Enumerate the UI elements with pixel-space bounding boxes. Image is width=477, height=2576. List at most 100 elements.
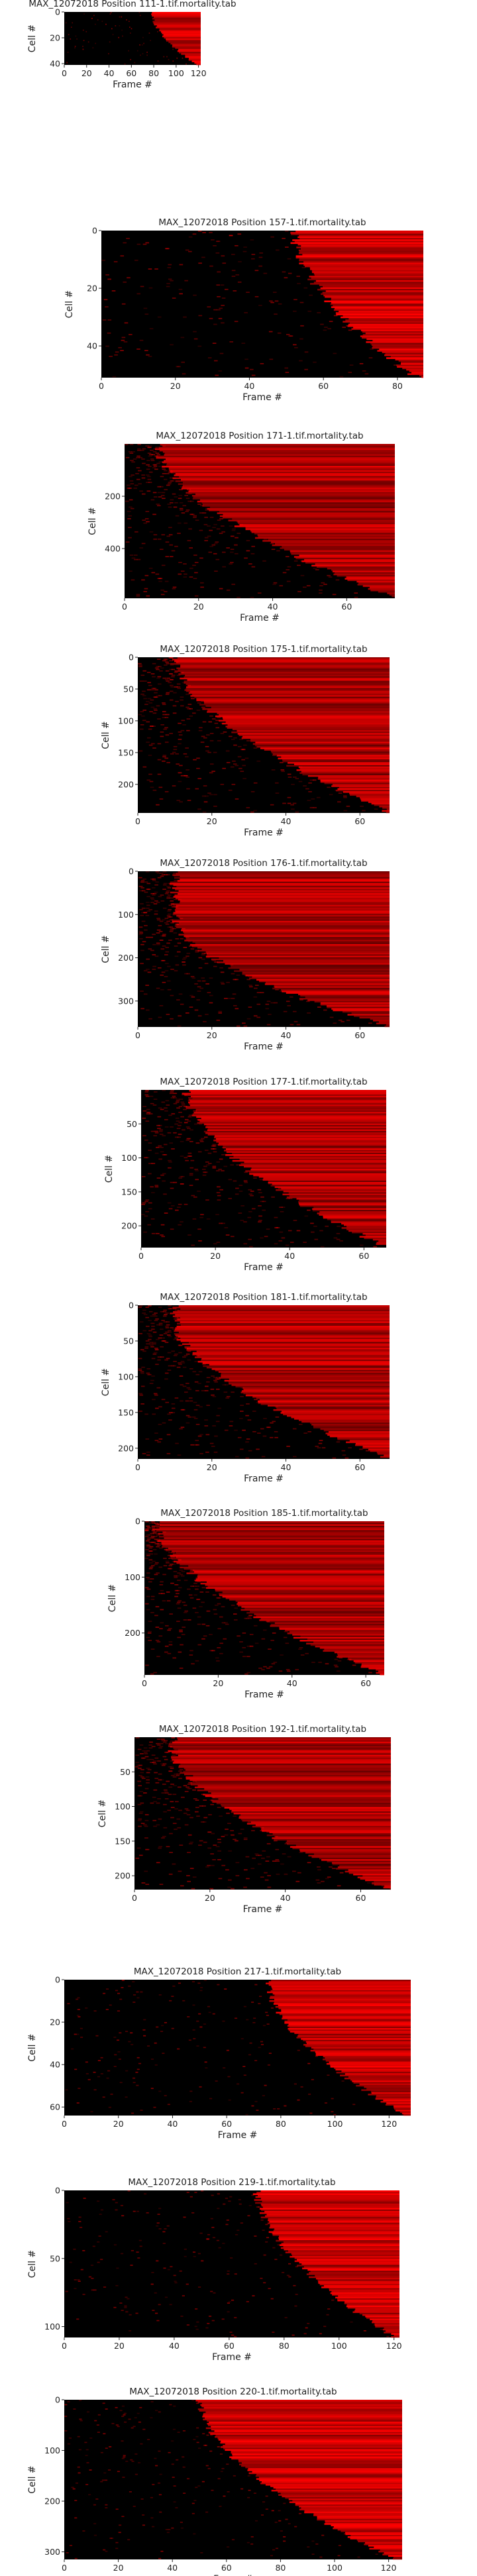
heatmap-row bbox=[346, 1225, 386, 1228]
heatmap-speck bbox=[144, 1819, 149, 1821]
heatmap-speck bbox=[160, 1356, 164, 1358]
heatmap-speck bbox=[145, 871, 150, 873]
heatmap-speck bbox=[176, 1601, 181, 1603]
heatmap-speck bbox=[150, 1758, 154, 1760]
heatmap-row bbox=[366, 2088, 411, 2090]
heatmap-row bbox=[201, 1358, 390, 1360]
heatmap-speck bbox=[178, 734, 183, 736]
heatmap-speck bbox=[177, 1454, 182, 1456]
heatmap-speck bbox=[158, 1593, 162, 1595]
heatmap-speck bbox=[186, 1788, 191, 1790]
heatmap-speck bbox=[216, 1020, 221, 1021]
heatmap-speck bbox=[146, 883, 151, 885]
heatmap-speck bbox=[148, 1330, 152, 1332]
x-tick-label: 20 bbox=[213, 1678, 223, 1688]
heatmap-speck bbox=[166, 1600, 171, 1602]
heatmap-row bbox=[233, 1155, 386, 1157]
heatmap-speck bbox=[265, 1860, 270, 1862]
heatmap-speck bbox=[319, 585, 323, 586]
heatmap-speck bbox=[195, 1179, 199, 1181]
heatmap-row bbox=[275, 1835, 391, 1838]
heatmap-row bbox=[215, 1589, 384, 1592]
heatmap-row bbox=[156, 456, 395, 459]
heatmap-speck bbox=[346, 1658, 351, 1660]
heatmap-row bbox=[240, 1609, 384, 1611]
heatmap-speck bbox=[164, 580, 169, 582]
heatmap-speck bbox=[171, 674, 176, 676]
heatmap-speck bbox=[155, 573, 160, 575]
heatmap-speck bbox=[162, 660, 166, 662]
heatmap-speck bbox=[169, 1142, 174, 1144]
heatmap-speck bbox=[132, 2002, 136, 2003]
heatmap-row bbox=[245, 527, 395, 529]
heatmap-row bbox=[270, 1996, 411, 1998]
heatmap-speck bbox=[262, 2095, 265, 2096]
heatmap-speck bbox=[286, 2275, 290, 2277]
heatmap-speck bbox=[110, 12, 112, 13]
heatmap-speck bbox=[97, 2241, 100, 2243]
heatmap-row bbox=[318, 2282, 399, 2284]
heatmap-speck bbox=[177, 772, 182, 774]
heatmap-row bbox=[359, 2083, 411, 2086]
heatmap-row bbox=[273, 2003, 411, 2005]
heatmap-speck bbox=[86, 2462, 89, 2463]
heatmap-row bbox=[245, 1394, 390, 1397]
heatmap-row bbox=[228, 967, 390, 969]
heatmap-speck bbox=[161, 1764, 166, 1766]
heatmap-speck bbox=[151, 1746, 156, 1747]
heatmap-row bbox=[273, 2229, 399, 2231]
heatmap-speck bbox=[229, 563, 233, 565]
heatmap-speck bbox=[205, 1385, 209, 1387]
heatmap-row bbox=[285, 2496, 402, 2499]
heatmap-speck bbox=[258, 2003, 261, 2005]
heatmap-speck bbox=[193, 1444, 198, 1446]
heatmap-speck bbox=[222, 2020, 225, 2022]
heatmap-speck bbox=[161, 1739, 165, 1740]
heatmap-speck bbox=[201, 706, 205, 708]
heatmap-speck bbox=[263, 1666, 267, 1668]
heatmap-speck bbox=[146, 354, 150, 356]
heatmap-speck bbox=[119, 25, 121, 27]
heatmap-speck bbox=[181, 720, 186, 722]
heatmap-row bbox=[302, 2267, 399, 2270]
heatmap-speck bbox=[165, 924, 170, 925]
heatmap-speck bbox=[177, 366, 181, 368]
heatmap-speck bbox=[209, 733, 214, 734]
heatmap-speck bbox=[157, 486, 161, 488]
x-tick-label: 100 bbox=[168, 68, 184, 78]
heatmap-speck bbox=[155, 1524, 160, 1526]
heatmap-speck bbox=[195, 1390, 199, 1391]
heatmap-speck bbox=[172, 928, 176, 930]
heatmap-speck bbox=[176, 1120, 180, 1122]
heatmap-row bbox=[253, 1174, 386, 1177]
heatmap-speck bbox=[134, 1766, 139, 1768]
heatmap-row bbox=[315, 2051, 411, 2053]
heatmap-speck bbox=[141, 543, 146, 545]
heatmap-speck bbox=[276, 550, 280, 552]
heatmap-speck bbox=[273, 1662, 278, 1663]
heatmap-row bbox=[254, 1613, 384, 1615]
heatmap-speck bbox=[129, 480, 134, 482]
heatmap-speck bbox=[124, 2421, 127, 2423]
heatmap-speck bbox=[272, 1632, 276, 1634]
heatmap-row bbox=[341, 1222, 386, 1225]
heatmap-speck bbox=[196, 757, 200, 759]
heatmap-speck bbox=[153, 708, 158, 710]
heatmap-speck bbox=[287, 773, 292, 775]
heatmap-row bbox=[315, 2054, 411, 2057]
heatmap-speck bbox=[197, 1982, 201, 1984]
heatmap-speck bbox=[176, 922, 181, 924]
heatmap-speck bbox=[138, 1818, 142, 1820]
heatmap-row bbox=[187, 678, 390, 681]
heatmap-speck bbox=[156, 1540, 160, 1542]
heatmap-speck bbox=[205, 509, 209, 511]
heatmap-speck bbox=[176, 683, 181, 685]
heatmap-speck bbox=[211, 1375, 215, 1377]
heatmap-speck bbox=[162, 468, 166, 470]
heatmap-speck bbox=[311, 2540, 315, 2542]
heatmap-row bbox=[184, 680, 390, 682]
heatmap-speck bbox=[298, 1423, 303, 1425]
heatmap-row bbox=[364, 2542, 402, 2544]
heatmap-speck bbox=[223, 1391, 228, 1393]
heatmap-speck bbox=[93, 2534, 97, 2536]
